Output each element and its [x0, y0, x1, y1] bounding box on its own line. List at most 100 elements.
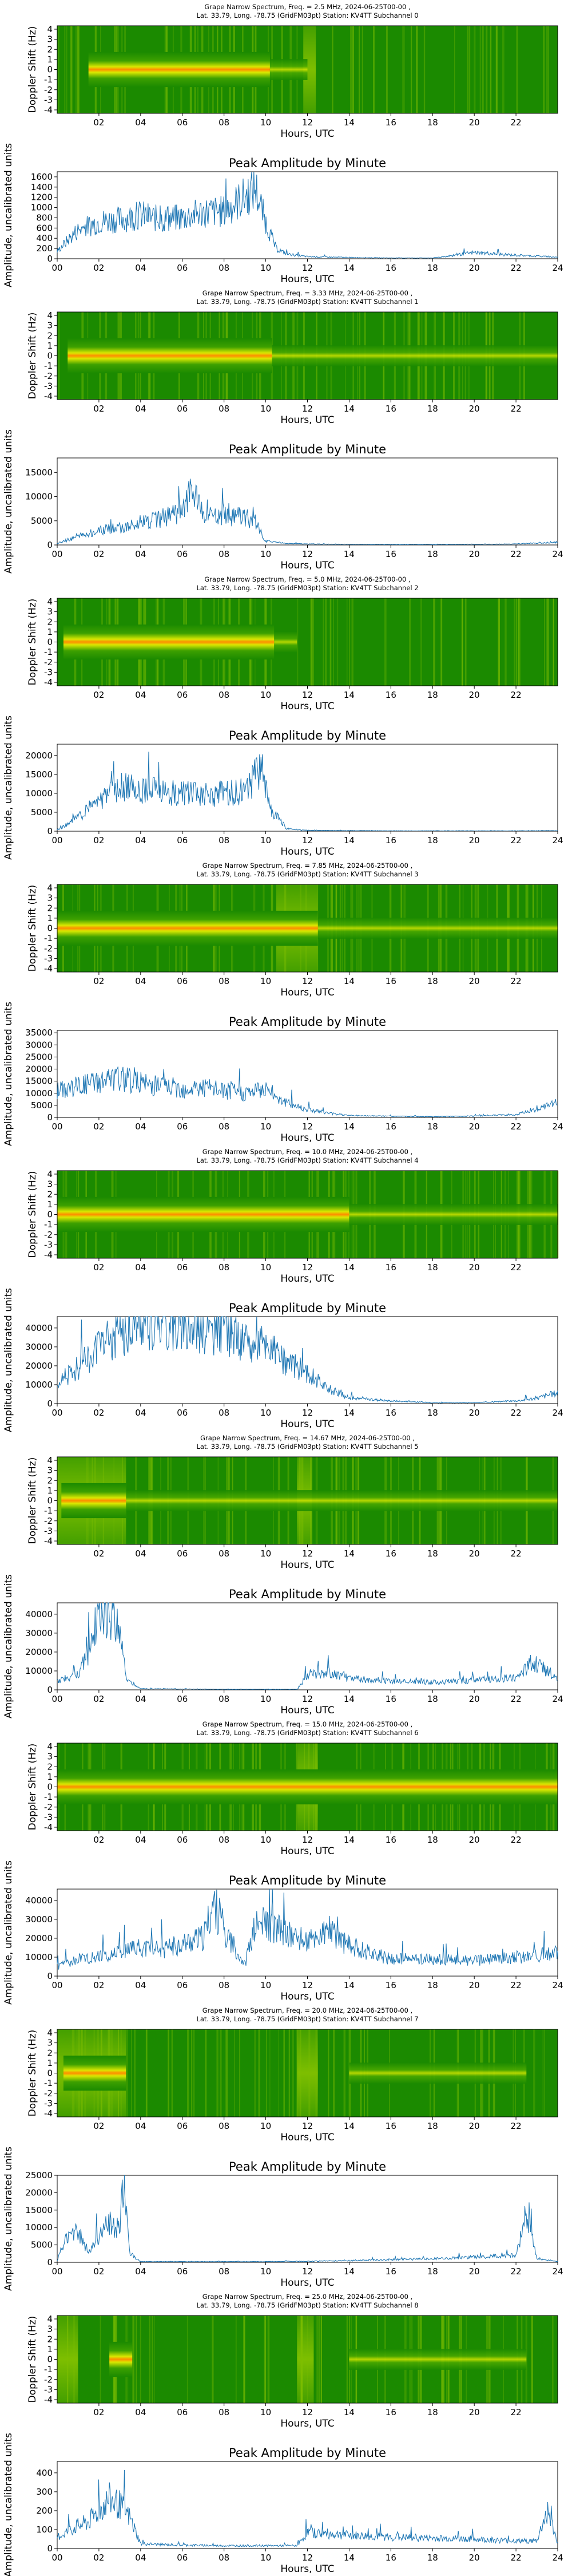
hour-tick-label: 14 — [344, 1408, 355, 1418]
panel-3: Grape Narrow Spectrum, Freq. = 7.85 MHz,… — [3, 862, 563, 1146]
doppler-tick-label: -3 — [44, 2098, 53, 2108]
spectrogram-title-line2: Lat. 33.79, Long. -78.75 (GridFM03pt) St… — [196, 2015, 418, 2023]
hour-tick-label: 04 — [135, 2407, 146, 2417]
hour-tick-label: 18 — [427, 976, 438, 986]
amplitude-tick-label: 20000 — [25, 750, 53, 761]
spectrogram-y-label: Doppler Shift (Hz) — [27, 599, 38, 686]
hour-tick-label: 18 — [427, 404, 438, 414]
doppler-tick-label: 0 — [47, 637, 53, 647]
amplitude-tick-label: 100 — [36, 2524, 53, 2535]
hour-tick-label: 12 — [302, 976, 313, 986]
doppler-tick-label: 0 — [47, 2068, 53, 2079]
hour-tick-label: 10 — [260, 1262, 271, 1273]
hour-tick-label: 08 — [219, 1548, 229, 1559]
hour-tick-label: 14 — [344, 976, 355, 986]
doppler-tick-label: 3 — [47, 34, 53, 45]
spectrogram-title-line2: Lat. 33.79, Long. -78.75 (GridFM03pt) St… — [196, 298, 418, 306]
spectrogram-x-label: Hours, UTC — [280, 1559, 334, 1571]
doppler-tick-label: 2 — [47, 1761, 53, 1772]
doppler-tick-label: -1 — [44, 933, 53, 943]
hour-tick-label: 14 — [344, 2121, 355, 2131]
doppler-tick-label: 3 — [47, 1752, 53, 1762]
hour-tick-label: 04 — [135, 1548, 146, 1559]
hour-tick-label: 14 — [344, 1262, 355, 1273]
doppler-tick-label: 4 — [47, 883, 53, 893]
spectrogram-title-line2: Lat. 33.79, Long. -78.75 (GridFM03pt) St… — [196, 1443, 418, 1451]
doppler-tick-label: 0 — [47, 1496, 53, 1506]
panel-7: Grape Narrow Spectrum, Freq. = 20.0 MHz,… — [3, 2006, 563, 2291]
doppler-tick-label: 4 — [47, 2314, 53, 2324]
hour-tick-label: 18 — [427, 2407, 438, 2417]
doppler-tick-label: -2 — [44, 943, 53, 954]
amplitude-tick-label: 10000 — [25, 1380, 53, 1390]
amplitude-x-label: Hours, UTC — [280, 1991, 334, 2002]
hour-tick-label: 02 — [93, 1408, 104, 1418]
hour-tick-label: 22 — [511, 1694, 522, 1704]
hour-tick-label: 06 — [177, 976, 188, 986]
amplitude-tick-label: 5000 — [31, 1100, 53, 1111]
hour-tick-label: 18 — [427, 549, 438, 559]
doppler-tick-label: 0 — [47, 1782, 53, 1792]
doppler-tick-label: -1 — [44, 647, 53, 657]
hour-tick-label: 02 — [93, 263, 104, 273]
hour-tick-label: 22 — [511, 117, 522, 128]
hour-tick-label: 10 — [260, 1835, 271, 1845]
amplitude-plot-4 — [57, 1316, 558, 1404]
panel-2: Grape Narrow Spectrum, Freq. = 5.0 MHz, … — [3, 575, 563, 860]
hour-tick-label: 10 — [260, 2266, 271, 2277]
hour-tick-label: 24 — [552, 1121, 563, 1132]
amplitude-series-line — [57, 1066, 558, 1117]
doppler-tick-label: 4 — [47, 596, 53, 607]
amplitude-x-label: Hours, UTC — [280, 2563, 334, 2575]
hour-tick-label: 08 — [219, 1408, 229, 1418]
amplitude-tick-label: 20000 — [25, 1647, 53, 1657]
hour-tick-label: 04 — [135, 1835, 146, 1845]
panel-0: Grape Narrow Spectrum, Freq. = 2.5 MHz, … — [3, 3, 563, 287]
hour-tick-label: 14 — [344, 1121, 355, 1132]
amplitude-plot-7 — [57, 2175, 558, 2263]
hour-tick-label: 20 — [469, 2553, 480, 2563]
doppler-tick-label: 0 — [47, 351, 53, 361]
hour-tick-label: 20 — [469, 263, 480, 273]
amplitude-y-label: Amplitude, uncalibrated units — [3, 1002, 14, 1146]
hour-tick-label: 10 — [260, 117, 271, 128]
amplitude-tick-label: 20000 — [25, 1064, 53, 1074]
doppler-tick-label: 4 — [47, 1741, 53, 1752]
hour-tick-label: 16 — [386, 976, 396, 986]
hour-tick-label: 16 — [386, 1548, 396, 1559]
amplitude-series-line — [57, 752, 558, 832]
hour-tick-label: 02 — [93, 690, 104, 700]
hour-tick-label: 02 — [93, 2553, 104, 2563]
hour-tick-label: 10 — [260, 1121, 271, 1132]
spectrogram-x-label: Hours, UTC — [280, 2418, 334, 2429]
spectrogram-title-line1: Grape Narrow Spectrum, Freq. = 20.0 MHz,… — [202, 2006, 413, 2014]
amplitude-x-label: Hours, UTC — [280, 846, 334, 858]
spectrogram-title-line2: Lat. 33.79, Long. -78.75 (GridFM03pt) St… — [196, 584, 418, 592]
hour-tick-label: 16 — [386, 1980, 396, 1990]
hour-tick-label: 20 — [469, 2407, 480, 2417]
hour-tick-label: 20 — [469, 1548, 480, 1559]
amplitude-plot-2 — [57, 744, 558, 832]
doppler-tick-label: 2 — [47, 2334, 53, 2344]
hour-tick-label: 22 — [511, 263, 522, 273]
hour-tick-label: 18 — [427, 1694, 438, 1704]
hour-tick-label: 04 — [135, 549, 146, 559]
amplitude-title: Peak Amplitude by Minute — [229, 2160, 386, 2174]
doppler-tick-label: 1 — [47, 54, 53, 65]
doppler-tick-label: 1 — [47, 627, 53, 637]
hour-tick-label: 12 — [302, 835, 313, 846]
hour-tick-label: 12 — [302, 1980, 313, 1990]
doppler-tick-label: -3 — [44, 953, 53, 963]
hour-tick-label: 04 — [135, 263, 146, 273]
spectrogram-7 — [57, 2029, 558, 2117]
doppler-tick-label: 0 — [47, 2354, 53, 2365]
doppler-tick-label: -2 — [44, 657, 53, 667]
amplitude-tick-label: 15000 — [25, 769, 53, 780]
doppler-tick-label: -1 — [44, 1792, 53, 1802]
amplitude-tick-label: 300 — [36, 2487, 53, 2497]
hour-tick-label: 24 — [552, 1408, 563, 1418]
hour-tick-label: 08 — [219, 549, 229, 559]
hour-tick-label: 18 — [427, 1980, 438, 1990]
doppler-tick-label: -1 — [44, 361, 53, 371]
panel-6: Grape Narrow Spectrum, Freq. = 15.0 MHz,… — [3, 1720, 563, 2005]
